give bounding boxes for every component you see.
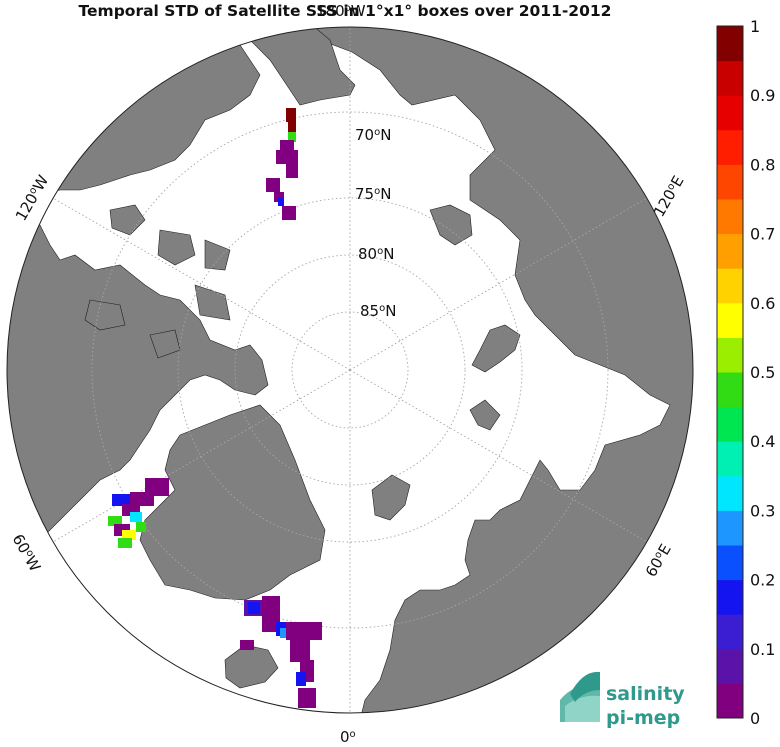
sss-std-cell <box>248 602 260 614</box>
salinity-pi-mep-logo: salinity pi-mep <box>560 671 685 729</box>
sss-std-cell <box>280 140 294 152</box>
sss-std-cell <box>145 478 169 496</box>
sss-std-cell <box>278 198 284 206</box>
colorbar-step <box>717 268 743 304</box>
colorbar-tick-label: 0.6 <box>750 294 775 313</box>
colorbar-step <box>717 579 743 615</box>
colorbar-tick-label: 0.1 <box>750 640 775 659</box>
colorbar-step <box>717 441 743 477</box>
colorbar-step <box>717 164 743 200</box>
land-eurasia <box>299 27 693 713</box>
colorbar-step <box>717 510 743 546</box>
land-island-1 <box>157 229 196 266</box>
sss-std-cell <box>288 132 296 142</box>
sss-std-cell <box>108 516 122 526</box>
graticule <box>52 27 648 713</box>
lon-label-180w: 180oW <box>316 2 366 20</box>
colorbar-frame <box>716 25 744 719</box>
sss-std-cell <box>286 622 322 640</box>
lon-label-60e: 60oE <box>642 541 675 580</box>
sss-std-cell <box>262 596 280 632</box>
sss-std-cell <box>286 108 296 122</box>
colorbar-step <box>717 648 743 684</box>
sss-std-cells <box>108 108 322 708</box>
colorbar-step <box>717 302 743 338</box>
colorbar-tick-label: 0.3 <box>750 501 775 520</box>
lon-label-0: 0o <box>340 728 356 746</box>
colorbar-tick-label: 0.4 <box>750 432 775 451</box>
land-island-3 <box>109 204 146 236</box>
sss-std-cell <box>276 150 298 164</box>
land-island-5 <box>84 299 126 331</box>
colorbar-step <box>717 683 743 719</box>
lon-label-120e: 120oE <box>650 173 688 220</box>
colorbar-step <box>717 199 743 235</box>
colorbar-step <box>717 337 743 373</box>
sss-std-cell <box>136 522 146 532</box>
sss-std-cell <box>288 122 296 132</box>
colorbar-tick-label: 0.9 <box>750 86 775 105</box>
logo-text-salinity: salinity <box>606 683 685 705</box>
colorbar <box>716 25 744 719</box>
colorbar-tick-label: 0.5 <box>750 363 775 382</box>
colorbar-step <box>717 129 743 165</box>
colorbar-step <box>717 545 743 581</box>
sss-std-cell <box>122 530 136 540</box>
sss-std-cell <box>240 640 254 650</box>
sss-std-cell <box>282 206 296 220</box>
colorbar-tick-label: 0 <box>750 709 760 728</box>
land-novaya-zemlya <box>471 324 521 373</box>
colorbar-ticks: 1 0.9 0.8 0.7 0.6 0.5 0.4 0.3 0.2 0.1 0 <box>750 17 775 728</box>
colorbar-step <box>717 614 743 650</box>
lat-label-80: 80oN <box>358 245 394 263</box>
colorbar-tick-label: 0.2 <box>750 571 775 590</box>
land-island-2 <box>204 239 231 271</box>
sss-std-cell <box>296 672 306 686</box>
colorbar-step <box>717 26 743 62</box>
sss-std-cell <box>298 688 316 708</box>
land-north-america <box>7 199 269 541</box>
colorbar-tick-label: 1 <box>750 17 760 36</box>
colorbar-step <box>717 372 743 408</box>
colorbar-step <box>717 406 743 442</box>
sss-std-cell <box>118 538 132 548</box>
colorbar-step <box>717 475 743 511</box>
sss-std-cell <box>266 178 280 192</box>
lat-label-75: 75oN <box>355 185 391 203</box>
sss-std-cell <box>112 494 130 506</box>
lat-label-85: 85oN <box>360 302 396 320</box>
land-franz <box>469 399 501 431</box>
colorbar-tick-label: 0.7 <box>750 225 775 244</box>
sss-std-cell <box>130 512 142 522</box>
logo-text-pi-mep: pi-mep <box>606 707 680 729</box>
colorbar-step <box>717 60 743 96</box>
map-area <box>7 27 693 713</box>
land-island-6 <box>149 329 181 359</box>
map-frame <box>6 26 694 714</box>
sss-std-cell <box>274 192 284 202</box>
sss-std-cell <box>286 164 298 178</box>
colorbar-step <box>717 95 743 131</box>
land-svalbard <box>371 474 411 521</box>
map-title: Temporal STD of Satellite SSS in 1°x1° b… <box>78 2 612 20</box>
lat-label-70: 70oN <box>355 126 391 144</box>
sss-std-cell <box>290 640 310 662</box>
colorbar-step <box>717 233 743 269</box>
land-severnaya <box>429 204 473 246</box>
land-greenland <box>139 404 326 601</box>
lon-label-60w: 60oW <box>9 531 45 575</box>
sss-std-cell <box>130 492 154 506</box>
colorbar-tick-label: 0.8 <box>750 155 775 174</box>
